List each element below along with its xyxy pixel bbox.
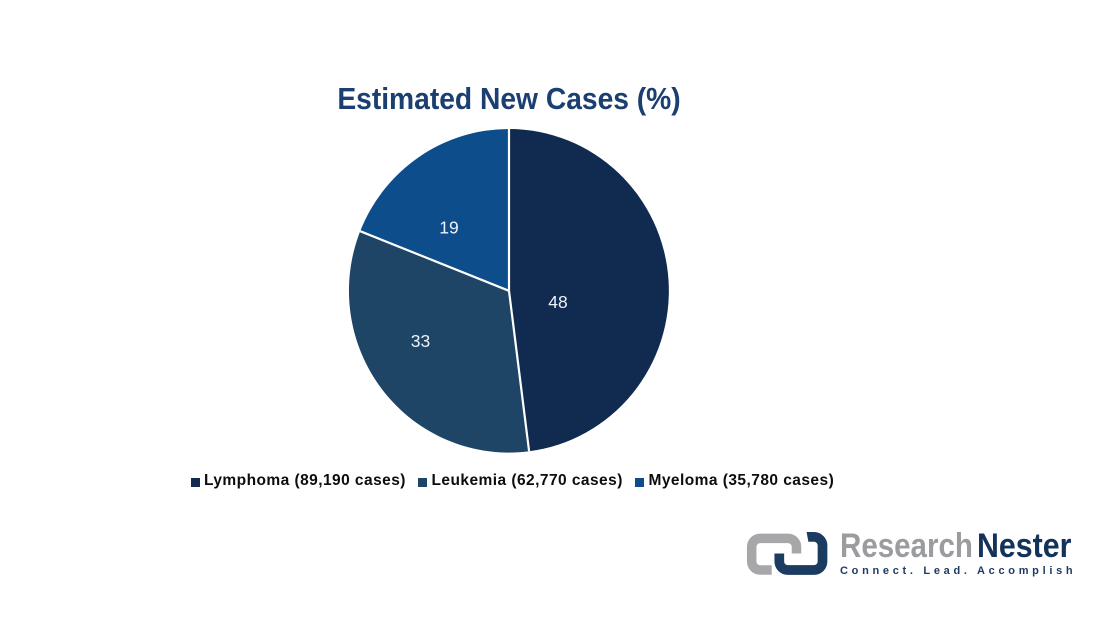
svg-text:19: 19 [439,217,458,237]
svg-text:48: 48 [548,292,567,312]
svg-text:33: 33 [411,331,430,351]
